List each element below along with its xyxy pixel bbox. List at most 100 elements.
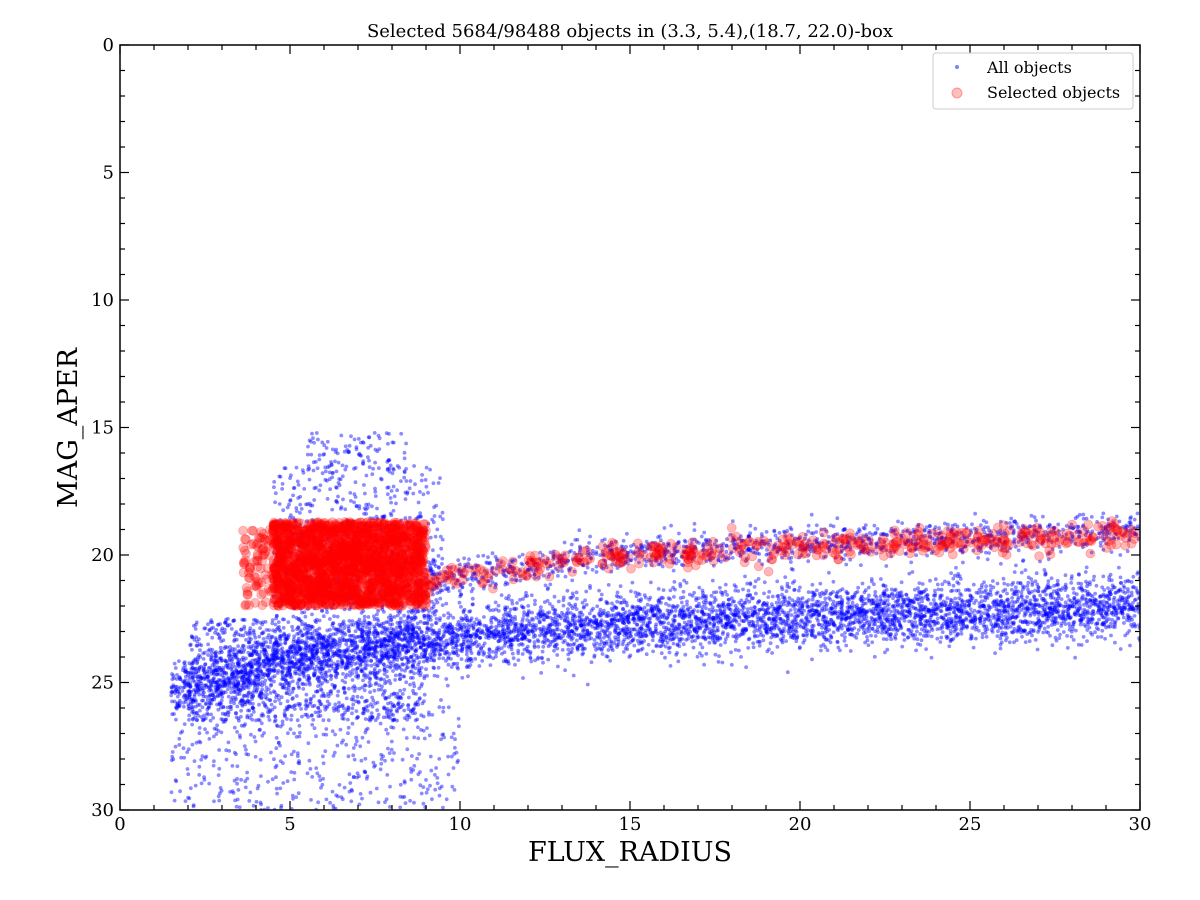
point-all-objects	[652, 630, 656, 635]
point-all-objects	[286, 670, 290, 675]
point-all-objects	[1073, 655, 1077, 660]
point-all-objects	[636, 648, 641, 653]
point-all-objects	[995, 634, 1000, 638]
point-all-objects	[915, 629, 919, 634]
point-all-objects	[336, 653, 341, 658]
point-all-objects	[916, 613, 921, 617]
point-all-objects	[172, 699, 177, 704]
point-all-objects	[577, 615, 582, 620]
point-all-objects	[513, 662, 517, 667]
point-all-objects	[748, 623, 752, 628]
point-all-objects	[190, 697, 195, 702]
point-all-objects	[665, 608, 670, 613]
point-all-objects	[988, 590, 993, 595]
point-all-objects	[345, 639, 349, 643]
point-all-objects	[606, 583, 611, 587]
point-all-objects	[441, 656, 446, 661]
point-all-objects	[585, 682, 590, 687]
point-all-objects	[442, 613, 446, 618]
point-all-objects	[225, 676, 230, 681]
point-all-objects	[619, 595, 623, 600]
point-all-objects	[599, 597, 604, 602]
point-all-objects	[661, 625, 666, 630]
point-all-objects	[861, 550, 866, 555]
point-all-objects	[798, 645, 802, 649]
point-all-objects	[621, 617, 625, 621]
point-all-objects	[600, 646, 604, 651]
point-all-objects	[1037, 625, 1042, 630]
point-all-objects	[589, 660, 594, 665]
point-all-objects	[1054, 604, 1058, 608]
point-all-objects	[466, 643, 470, 648]
point-all-objects	[536, 612, 540, 616]
point-all-objects	[1032, 609, 1037, 614]
point-all-objects	[823, 596, 828, 601]
point-all-objects	[1107, 590, 1112, 594]
point-all-objects	[437, 635, 441, 640]
point-all-objects	[267, 658, 272, 662]
point-all-objects	[971, 645, 976, 650]
point-all-objects	[864, 609, 869, 614]
point-all-objects	[673, 608, 678, 613]
point-all-objects	[383, 637, 388, 642]
point-all-objects	[679, 612, 684, 617]
point-all-objects	[671, 617, 675, 622]
point-all-objects	[651, 634, 655, 639]
point-all-objects	[787, 624, 791, 628]
point-all-objects	[1050, 601, 1054, 606]
point-all-objects	[518, 597, 522, 602]
point-all-objects	[810, 657, 814, 662]
point-all-objects	[714, 590, 719, 594]
point-all-objects	[857, 613, 861, 618]
point-all-objects	[675, 625, 679, 630]
point-all-objects	[903, 609, 907, 613]
point-all-objects	[1076, 581, 1081, 586]
point-all-objects	[266, 673, 270, 678]
point-all-objects	[906, 596, 910, 601]
point-all-objects	[1135, 571, 1140, 576]
point-all-objects	[657, 597, 662, 601]
point-all-objects	[899, 626, 903, 631]
point-all-objects	[496, 639, 501, 644]
point-all-objects	[375, 612, 379, 617]
point-all-objects	[400, 638, 405, 642]
point-all-objects	[889, 637, 893, 642]
point-all-objects	[541, 644, 546, 649]
point-all-objects	[928, 624, 932, 628]
point-all-objects	[806, 590, 811, 594]
point-all-objects	[631, 613, 636, 618]
point-all-objects	[1065, 646, 1070, 650]
point-all-objects	[747, 619, 751, 624]
point-all-objects	[751, 641, 756, 646]
point-all-objects	[682, 620, 687, 625]
point-all-objects	[638, 619, 643, 623]
point-all-objects	[615, 643, 619, 647]
point-all-objects	[979, 594, 983, 599]
point-all-objects	[346, 648, 351, 653]
point-all-objects	[814, 603, 819, 608]
point-all-objects	[675, 635, 679, 639]
point-all-objects	[1036, 616, 1041, 621]
point-all-objects	[256, 659, 261, 664]
point-all-objects	[886, 602, 891, 606]
point-all-objects	[955, 602, 959, 607]
point-all-objects	[893, 587, 898, 592]
point-all-objects	[1056, 592, 1061, 597]
point-all-objects	[206, 648, 211, 653]
point-all-objects	[410, 645, 415, 650]
point-all-objects	[345, 672, 349, 677]
point-all-objects	[1083, 624, 1088, 629]
point-all-objects	[943, 579, 947, 584]
point-all-objects	[903, 615, 907, 620]
point-all-objects	[616, 632, 621, 636]
point-all-objects	[893, 625, 898, 629]
point-all-objects	[617, 631, 621, 636]
point-all-objects	[802, 608, 806, 613]
point-all-objects	[904, 603, 909, 608]
point-all-objects	[1115, 611, 1119, 616]
point-all-objects	[1012, 570, 1017, 574]
point-all-objects	[405, 635, 410, 640]
point-all-objects	[509, 614, 513, 619]
point-all-objects	[772, 616, 776, 621]
point-all-objects	[496, 609, 501, 613]
